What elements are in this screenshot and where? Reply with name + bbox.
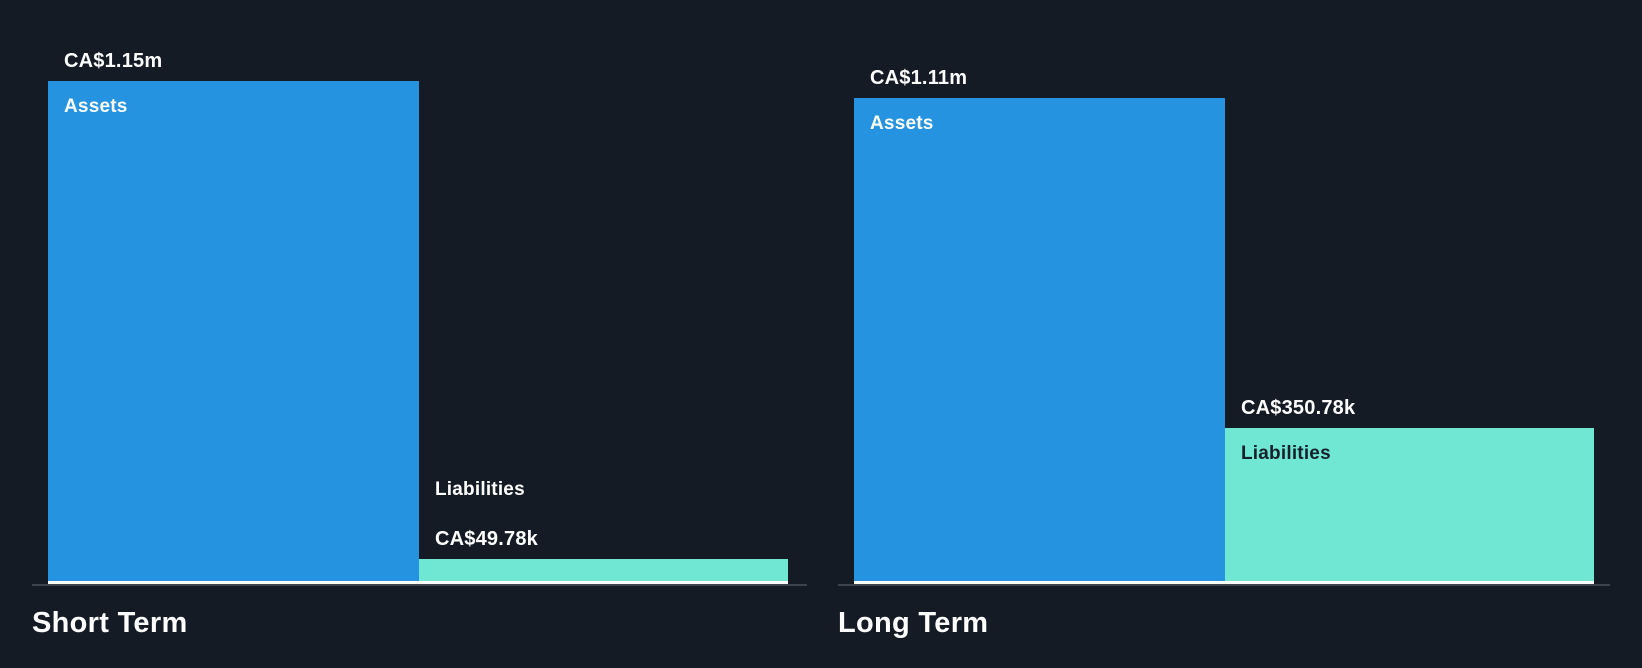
short-term-assets-bar-label: Assets [64, 96, 128, 117]
long-term-bars: CA$1.11m Assets CA$350.78k Liabilities [854, 68, 1594, 584]
long-term-liabilities-bar-label: Liabilities [1241, 443, 1331, 464]
short-term-chart: CA$1.15m Assets Liabilities CA$49.78k Sh… [32, 0, 807, 668]
long-term-assets-bar[interactable]: CA$1.11m Assets [854, 68, 1225, 581]
long-term-assets-value-label: CA$1.11m [870, 67, 968, 89]
long-term-x-axis-line [838, 584, 1610, 586]
long-term-title: Long Term [838, 607, 989, 639]
short-term-assets-bar[interactable]: CA$1.15m Assets [48, 51, 419, 581]
long-term-chart: CA$1.11m Assets CA$350.78k Liabilities L… [838, 0, 1610, 668]
long-term-assets-bar-label: Assets [870, 113, 934, 134]
short-term-bars: CA$1.15m Assets Liabilities CA$49.78k [48, 51, 788, 584]
short-term-liabilities-value-label: CA$49.78k [435, 528, 538, 550]
long-term-liabilities-value-label: CA$350.78k [1241, 397, 1356, 419]
short-term-liabilities-bar-label: Liabilities [435, 479, 525, 500]
short-term-x-axis-line [32, 584, 807, 586]
short-term-title: Short Term [32, 607, 188, 639]
short-term-assets-value-label: CA$1.15m [64, 50, 163, 72]
long-term-liabilities-bar[interactable]: CA$350.78k Liabilities [1225, 398, 1594, 581]
short-term-liabilities-bar[interactable]: Liabilities CA$49.78k [419, 480, 788, 581]
